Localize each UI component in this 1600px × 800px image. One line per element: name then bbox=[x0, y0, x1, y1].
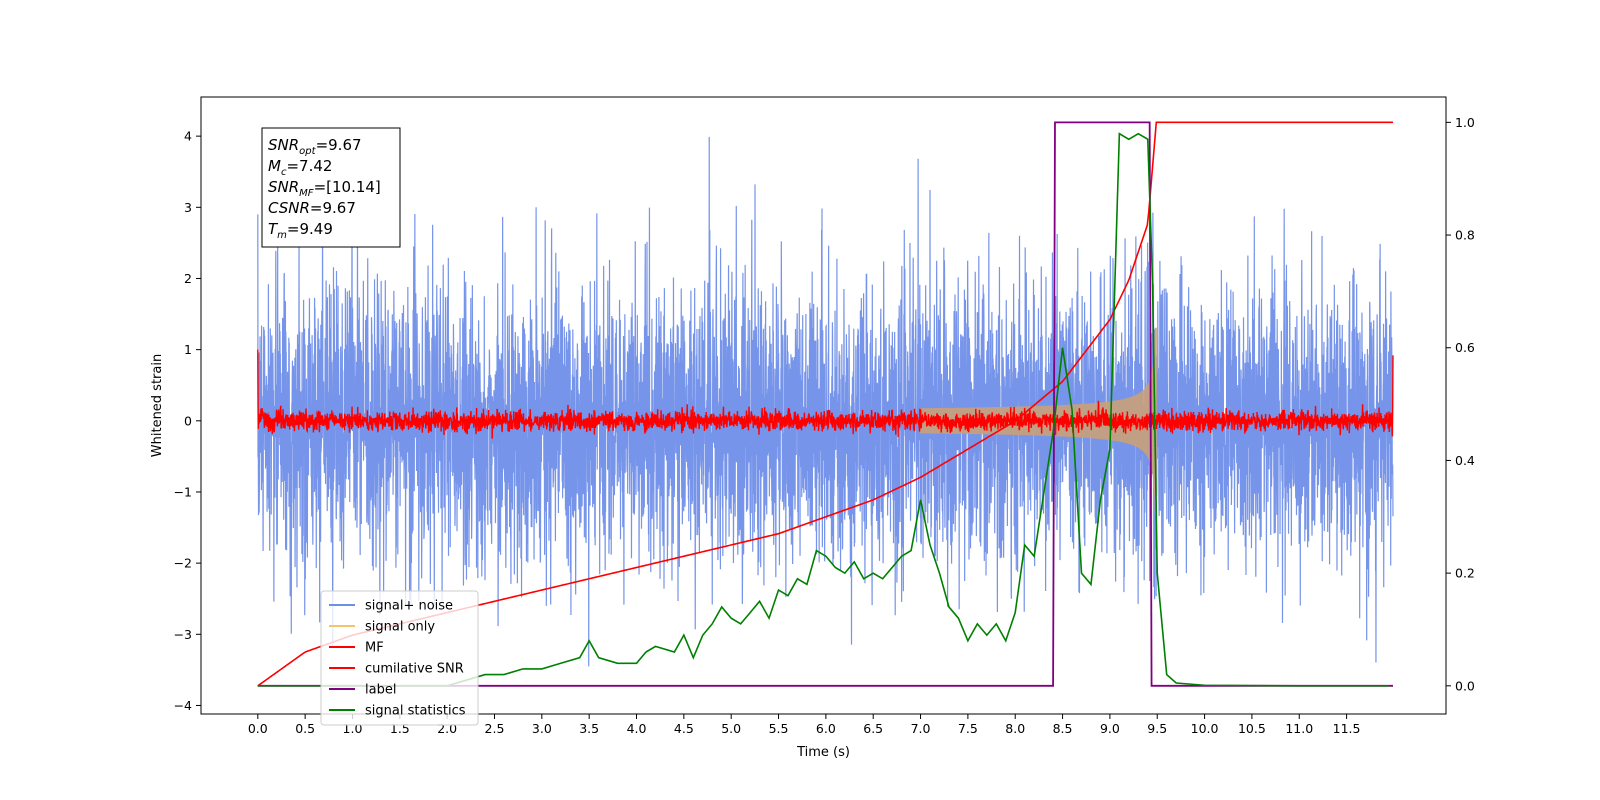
y-tick-label: −4 bbox=[174, 698, 192, 713]
x-tick-label: 8.5 bbox=[1053, 721, 1073, 736]
y2-tick-label: 0.0 bbox=[1455, 678, 1475, 693]
x-tick-label: 6.5 bbox=[863, 721, 883, 736]
annotation-line-2: Mc=7.42 bbox=[268, 157, 332, 178]
series-label bbox=[257, 121, 1393, 687]
legend-entry: cumilative SNR bbox=[365, 662, 464, 677]
series-signal-statistics bbox=[257, 132, 1390, 687]
series-mf bbox=[257, 349, 1394, 439]
legend: signal+ noise signal only MF cumilative SNR… bbox=[320, 590, 479, 726]
x-tick-label: 9.5 bbox=[1147, 721, 1167, 736]
y-tick-label: −1 bbox=[174, 484, 192, 499]
annotation-box: SNRopt=9.67 Mc=7.42 SNRMF=[10.14] CSNR=9… bbox=[261, 127, 401, 248]
annotation-line-5: Tm=9.49 bbox=[268, 220, 333, 241]
x-tick-label: 5.0 bbox=[721, 721, 741, 736]
x-tick-label: 4.0 bbox=[627, 721, 647, 736]
y-tick-label: 1 bbox=[184, 342, 192, 357]
x-tick-label: 0.0 bbox=[248, 721, 268, 736]
y-tick-label: −2 bbox=[174, 556, 192, 571]
y-tick-label: −3 bbox=[174, 627, 192, 642]
x-tick-label: 0.5 bbox=[295, 721, 315, 736]
y-tick-label: 4 bbox=[184, 129, 192, 144]
y-tick-label: 2 bbox=[184, 271, 192, 286]
x-axis-label: Time (s) bbox=[796, 745, 850, 760]
x-tick-label: 9.0 bbox=[1100, 721, 1120, 736]
y2-tick-label: 0.8 bbox=[1455, 228, 1475, 243]
annotation-line-1: SNRopt=9.67 bbox=[268, 136, 362, 157]
x-tick-label: 7.5 bbox=[958, 721, 978, 736]
x-tick-label: 3.5 bbox=[579, 721, 599, 736]
legend-frame bbox=[320, 590, 479, 726]
x-tick-label: 11.5 bbox=[1333, 721, 1361, 736]
annotation-line-3: SNRMF=[10.14] bbox=[268, 178, 381, 199]
axes: 0.0 0.5 1.0 1.5 2.0 2.5 3.0 3.5 4.0 4.5 5.0 5.5 6.0 6… bbox=[150, 96, 1475, 760]
y2-tick-label: 0.2 bbox=[1455, 566, 1475, 581]
legend-entry: signal+ noise bbox=[365, 599, 453, 614]
x-tick-label: 7.0 bbox=[911, 721, 931, 736]
series-signal-noise bbox=[257, 136, 1394, 667]
y-tick-label: 0 bbox=[184, 413, 192, 428]
x-tick-label: 8.0 bbox=[1005, 721, 1025, 736]
y2-tick-label: 0.6 bbox=[1455, 340, 1475, 355]
x-tick-label: 10.5 bbox=[1238, 721, 1266, 736]
x-tick-label: 5.5 bbox=[769, 721, 789, 736]
annotation-frame bbox=[261, 127, 401, 248]
y-axis-label: Whitened strain bbox=[150, 354, 165, 457]
x-tick-label: 10.0 bbox=[1191, 721, 1219, 736]
x-tick-label: 6.0 bbox=[816, 721, 836, 736]
y-tick-label: 3 bbox=[184, 200, 192, 215]
legend-entry: signal only bbox=[365, 620, 435, 635]
y2-tick-label: 1.0 bbox=[1455, 115, 1475, 130]
legend-entry: MF bbox=[365, 641, 384, 656]
x-tick-label: 4.5 bbox=[674, 721, 694, 736]
y2-tick-label: 0.4 bbox=[1455, 453, 1475, 468]
legend-entry: label bbox=[365, 683, 396, 698]
x-tick-label: 2.5 bbox=[485, 721, 505, 736]
x-tick-label: 3.0 bbox=[532, 721, 552, 736]
x-tick-label: 11.0 bbox=[1285, 721, 1313, 736]
plot-frame bbox=[200, 96, 1447, 715]
legend-entry: signal statistics bbox=[365, 704, 466, 719]
annotation-line-4: CSNR=9.67 bbox=[268, 199, 356, 217]
